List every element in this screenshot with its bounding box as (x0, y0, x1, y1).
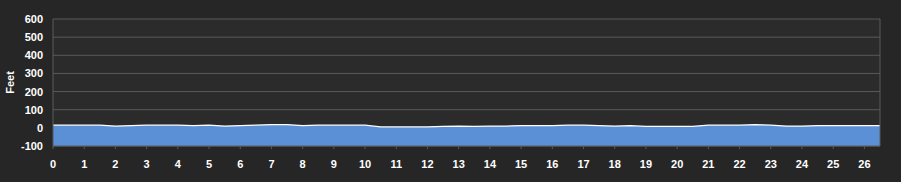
y-tick-label: 100 (25, 104, 43, 116)
plot-frame-right (880, 19, 881, 146)
x-tick-label: 12 (421, 158, 433, 170)
x-tick-label: 22 (733, 158, 745, 170)
y-tick-label: 400 (25, 49, 43, 61)
x-tick-label: 5 (206, 158, 212, 170)
x-tick-label: 17 (577, 158, 589, 170)
x-tick-label: 15 (515, 158, 527, 170)
x-tick-label: 4 (175, 158, 182, 170)
grid-line (53, 91, 880, 92)
x-tick-label: 11 (390, 158, 402, 170)
x-tick-label: 3 (144, 158, 150, 170)
x-axis-line (53, 146, 880, 147)
elevation-line (53, 125, 880, 127)
x-tick-label: 19 (640, 158, 652, 170)
grid-line (53, 73, 880, 74)
x-tick-label: 9 (331, 158, 337, 170)
y-tick-label: 200 (25, 86, 43, 98)
y-tick-label: 0 (37, 122, 43, 134)
grid-line (53, 146, 880, 147)
y-axis-label: Feet (4, 71, 16, 94)
x-tick-label: 18 (609, 158, 621, 170)
x-tick-label: 6 (237, 158, 243, 170)
x-tick-label: 13 (453, 158, 465, 170)
x-tick-label: 25 (827, 158, 839, 170)
y-tick-label: -100 (21, 140, 43, 152)
y-tick-label: 600 (25, 13, 43, 25)
y-tick-label: 300 (25, 67, 43, 79)
x-tick-label: 10 (359, 158, 371, 170)
grid-line (53, 37, 880, 38)
x-tick-label: 24 (796, 158, 809, 170)
x-tick-label: 20 (671, 158, 683, 170)
plot-area (53, 19, 880, 146)
y-tick-label: 500 (25, 31, 43, 43)
y-axis-line (53, 19, 54, 146)
x-tick-label: 16 (546, 158, 558, 170)
x-tick-label: 21 (702, 158, 714, 170)
grid-line (53, 55, 880, 56)
x-tick-label: 2 (112, 158, 118, 170)
x-tick-label: 1 (81, 158, 87, 170)
background (0, 0, 901, 182)
elevation-area (53, 125, 880, 146)
data-group (53, 125, 880, 146)
grid-line (53, 109, 880, 110)
chart: -100010020030040050060001234567891011121… (0, 0, 901, 182)
x-tick-label: 14 (484, 158, 497, 170)
x-tick-label: 7 (268, 158, 274, 170)
grid-line (53, 19, 880, 20)
x-tick-label: 0 (50, 158, 56, 170)
x-tick-label: 8 (300, 158, 306, 170)
x-tick-label: 23 (765, 158, 777, 170)
x-tick-label: 26 (858, 158, 870, 170)
